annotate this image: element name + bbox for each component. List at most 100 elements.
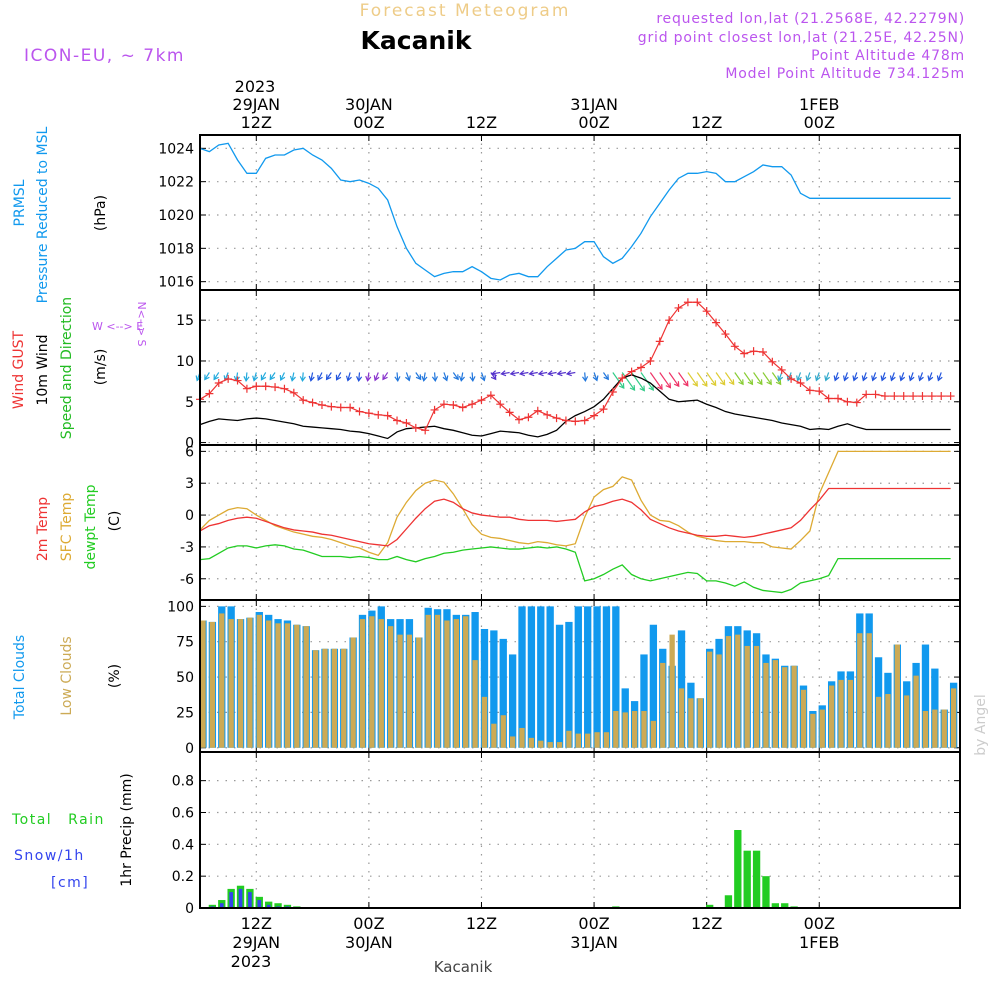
rain-bar: [781, 903, 789, 908]
low-cloud-bar: [594, 732, 600, 748]
wind-direction-arrow: [937, 372, 942, 381]
wind-direction-arrow: [405, 372, 410, 381]
top-hour-label: 00Z: [578, 113, 609, 132]
gust-marker: [636, 363, 645, 372]
gust-marker: [946, 392, 955, 401]
wind-direction-arrow: [520, 371, 529, 375]
wind-arrow-head: [824, 375, 831, 382]
gust-marker: [627, 367, 636, 376]
gust-marker: [524, 413, 533, 422]
gust-marker: [646, 356, 655, 365]
wind-arrow-head: [204, 374, 210, 381]
gust-marker: [571, 417, 580, 426]
wind-arrow-head: [889, 375, 896, 382]
top-hour-label: 00Z: [804, 113, 835, 132]
sfc-temp-line: [199, 450, 951, 557]
gust-marker: [815, 387, 824, 396]
low-cloud-bar: [791, 665, 797, 748]
gust-marker: [477, 396, 486, 405]
wind-arrow-head: [665, 382, 672, 389]
gust-marker: [280, 384, 289, 393]
wind-direction-arrow: [480, 372, 485, 381]
wind-arrow-head: [747, 379, 754, 386]
bottom-date-label: 31JAN: [570, 933, 618, 952]
low-cloud-bar: [735, 634, 741, 748]
wind-direction-arrow: [501, 371, 510, 375]
wind-arrow-head: [453, 374, 459, 381]
wind-direction-arrow: [687, 372, 698, 387]
wind-direction-arrow: [245, 372, 248, 381]
wind-speed-label: Speed and Direction: [59, 297, 75, 439]
wind-direction-arrow: [762, 372, 772, 385]
wind-arrow-head: [469, 376, 476, 383]
snow-bar: [257, 900, 262, 908]
low-cloud-bar: [397, 634, 403, 748]
wind-direction-arrow: [204, 372, 210, 380]
wind-unit: (m/s): [93, 349, 109, 386]
low-cloud-bar: [660, 662, 666, 748]
wind-arrow-head: [490, 370, 497, 377]
wind-gust-line: [199, 301, 951, 432]
gust-marker: [336, 403, 345, 412]
wind-arrow-head: [639, 385, 645, 392]
gust-marker: [862, 390, 871, 399]
total-cloud-bar: [931, 668, 939, 748]
gust-marker: [374, 410, 383, 419]
low-cloud-bar: [303, 626, 309, 748]
wind-arrow-head: [682, 380, 689, 387]
pressure-line: [199, 142, 951, 281]
low-cloud-bar: [707, 651, 713, 748]
total-cloud-bar: [565, 621, 573, 748]
low-cloud-bar: [434, 614, 441, 748]
gust-marker: [618, 374, 627, 383]
total-cloud-bar: [499, 638, 507, 748]
snow-bar: [266, 904, 271, 908]
wind-arrow-head: [710, 380, 717, 387]
low-cloud-bar: [744, 645, 750, 748]
wind-arrow-head: [833, 375, 840, 382]
gust-marker: [843, 397, 852, 406]
wind-direction-arrow: [843, 372, 848, 381]
gust-marker: [918, 392, 927, 401]
wind-direction-arrow: [491, 371, 501, 375]
gust-marker: [768, 357, 777, 366]
wind-direction-arrow: [253, 372, 257, 381]
wind-speed-line: [199, 374, 951, 440]
low-cloud-bar: [866, 633, 872, 748]
top-hour-label: 00Z: [353, 113, 384, 132]
low-cloud-bar: [312, 650, 319, 748]
gust-marker: [674, 303, 683, 312]
gust-marker: [740, 349, 749, 358]
y-tick-label: 25: [176, 705, 194, 721]
wind-arrow-head: [775, 379, 782, 386]
wind-10m-label: 10m Wind: [35, 334, 51, 405]
wind-arrow-head: [442, 375, 449, 382]
temp-dewpt-label: dewpt Temp: [83, 484, 99, 569]
low-cloud-bar: [538, 740, 544, 748]
top-date-label: 30JAN: [345, 95, 393, 114]
gust-marker: [721, 330, 730, 339]
low-cloud-bar: [444, 620, 450, 748]
low-cloud-bar: [500, 715, 506, 748]
low-cloud-bar: [603, 732, 610, 748]
wind-direction-arrow: [806, 372, 811, 381]
gust-marker: [533, 406, 542, 415]
low-cloud-bar: [678, 688, 685, 748]
precip-cm-label: [cm]: [51, 875, 89, 891]
wind-arrow-head: [805, 375, 812, 382]
gust-marker: [458, 403, 467, 412]
gust-marker: [655, 337, 664, 346]
snow-bar: [229, 892, 233, 908]
panel-frame: [199, 444, 961, 601]
y-tick-label: 0: [185, 436, 194, 452]
wind-direction-arrow: [853, 372, 858, 381]
low-cloud-bar: [547, 742, 553, 748]
wind-arrow-head: [927, 375, 934, 382]
total-cloud-bar: [574, 606, 582, 748]
wind-arrow-head: [490, 374, 497, 381]
model-label: ICON-EU, ~ 7km: [24, 46, 185, 66]
gust-marker: [393, 416, 402, 425]
low-cloud-bar: [275, 623, 281, 748]
total-cloud-bar: [584, 606, 592, 748]
gust-marker: [683, 298, 692, 307]
